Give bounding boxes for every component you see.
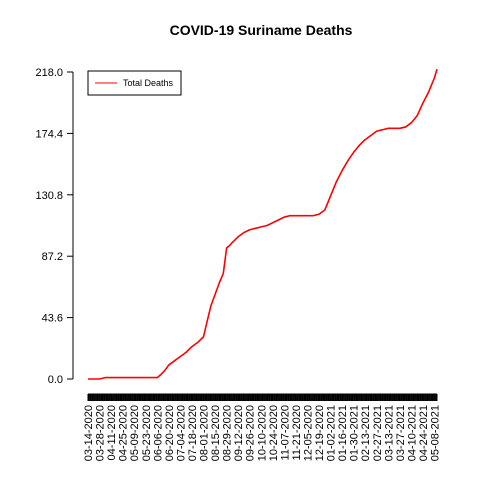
x-tick-label: 04-24-2021 xyxy=(418,405,430,461)
x-tick-label: 08-01-2020 xyxy=(199,405,211,461)
x-tick-label: 02-27-2021 xyxy=(372,405,384,461)
x-tick-label: 09-12-2020 xyxy=(233,405,245,461)
x-tick-label: 04-25-2020 xyxy=(118,405,130,461)
y-tick-label: 130.8 xyxy=(35,190,63,202)
x-axis: 03-14-2020 03-28-2020 04-11-2020 04-25-2020… xyxy=(83,394,442,461)
x-tick-label: 05-08-2021 xyxy=(430,405,442,461)
y-tick-label: 87.2 xyxy=(42,251,63,263)
legend-label-total-deaths: Total Deaths xyxy=(123,78,174,88)
series-layer xyxy=(88,69,437,379)
series-line-total-deaths xyxy=(88,69,437,379)
x-tick-label: 08-29-2020 xyxy=(222,405,234,461)
x-tick-label: 10-24-2020 xyxy=(268,405,280,461)
y-tick-label: 174.4 xyxy=(35,128,63,140)
x-tick-label: 12-05-2020 xyxy=(302,405,314,461)
x-tick-label: 11-21-2020 xyxy=(291,405,303,460)
chart-title: COVID-19 Suriname Deaths xyxy=(170,22,353,38)
x-tick-label: 03-28-2020 xyxy=(95,405,107,461)
y-axis: 0.0 43.6 87.2 130.8 174.4 218.0 xyxy=(35,67,73,386)
x-tick-label: 10-10-2020 xyxy=(256,405,268,461)
x-tick-label: 01-02-2021 xyxy=(326,405,338,461)
x-tick-label: 01-30-2021 xyxy=(349,405,361,461)
x-tick-label: 05-09-2020 xyxy=(129,405,141,461)
x-tick-label: 05-23-2020 xyxy=(141,405,153,461)
legend: Total Deaths xyxy=(88,71,181,95)
x-tick-label: 12-19-2020 xyxy=(314,405,326,461)
x-tick-label: 03-14-2020 xyxy=(83,405,95,461)
x-tick-label: 04-10-2021 xyxy=(406,405,418,461)
x-tick-label: 02-13-2021 xyxy=(360,405,372,461)
x-tick-label: 07-18-2020 xyxy=(187,405,199,461)
x-tick-label: 09-26-2020 xyxy=(245,405,257,461)
x-tick-label: 06-20-2020 xyxy=(164,405,176,461)
y-tick-label: 218.0 xyxy=(35,67,63,79)
y-tick-label: 0.0 xyxy=(48,374,63,386)
x-tick-label: 01-16-2021 xyxy=(337,405,349,461)
x-tick-label: 11-07-2020 xyxy=(279,405,291,460)
y-tick-label: 43.6 xyxy=(42,313,63,325)
x-tick-label: 03-13-2021 xyxy=(383,405,395,461)
x-tick-label: 08-15-2020 xyxy=(210,405,222,461)
x-tick-label: 07-04-2020 xyxy=(175,405,187,461)
x-tick-label: 03-27-2021 xyxy=(395,405,407,461)
x-tick-label: 04-11-2020 xyxy=(106,405,118,460)
x-tick-label: 06-06-2020 xyxy=(152,405,164,461)
